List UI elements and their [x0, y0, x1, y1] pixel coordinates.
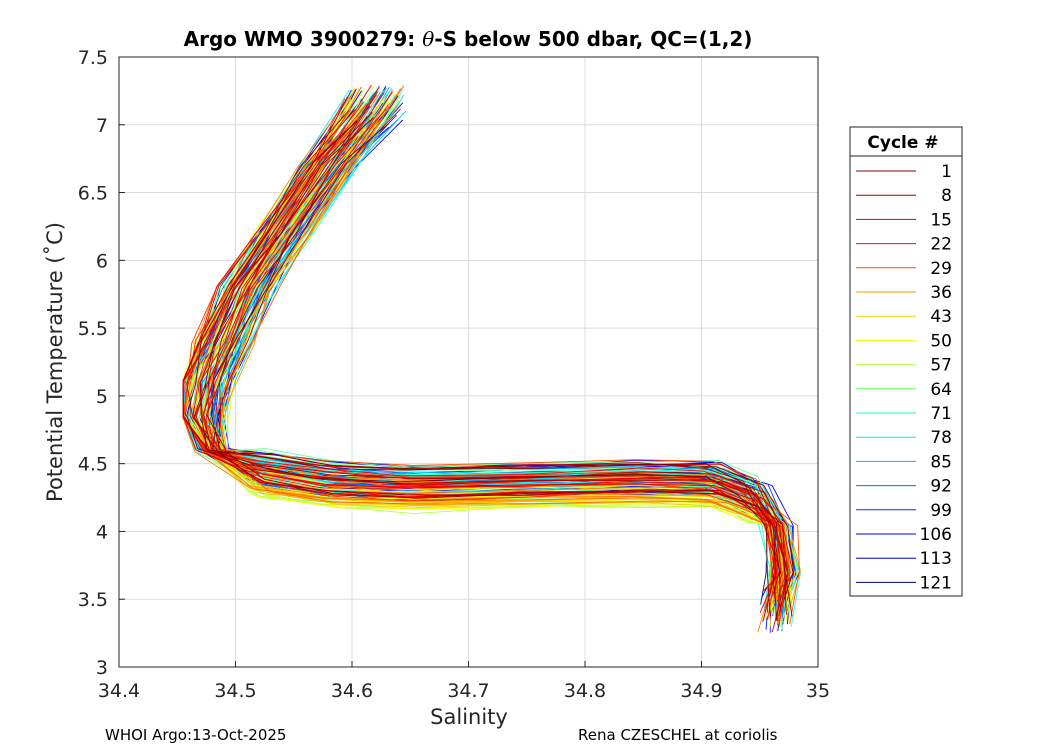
- profile-line-cycle-110: [195, 116, 780, 597]
- legend-label-1: 1: [941, 162, 952, 182]
- legend-label-85: 85: [930, 452, 952, 472]
- profile-line-cycle-120: [211, 123, 794, 600]
- x-tick-label: 34.6: [331, 680, 373, 702]
- y-tick-label: 4: [96, 521, 108, 543]
- legend-label-29: 29: [930, 259, 952, 279]
- y-tick-label: 7: [96, 115, 108, 137]
- y-tick-label: 3.5: [78, 589, 108, 611]
- legend-label-113: 113: [920, 549, 952, 569]
- legend-label-106: 106: [920, 525, 952, 545]
- y-tick-label: 5: [96, 386, 108, 408]
- chart-title: Argo WMO 3900279: θ-S below 500 dbar, QC…: [184, 27, 753, 51]
- plot-frame: [118, 56, 819, 668]
- legend-label-50: 50: [930, 331, 952, 351]
- profile-line-cycle-75: [182, 86, 777, 627]
- y-tick-labels: 3 3.5 4 4.5 5 5.5 6 6.5 7 7.5: [78, 47, 108, 679]
- profile-line-cycle-121: [186, 120, 771, 617]
- legend-label-57: 57: [930, 356, 952, 376]
- legend-label-8: 8: [941, 186, 952, 206]
- y-tick-label: 6: [96, 250, 108, 272]
- profile-line-cycle-117: [206, 91, 793, 617]
- profile-line-cycle-119: [200, 117, 778, 622]
- y-tick-label: 5.5: [78, 318, 108, 340]
- legend-title: Cycle #: [867, 133, 938, 153]
- y-tick-label: 4.5: [78, 454, 108, 476]
- y-axis-label: Potential Temperature (˚C): [43, 222, 67, 502]
- legend: Cycle # 18152229364350576471788592991061…: [849, 126, 963, 597]
- legend-label-99: 99: [930, 501, 952, 521]
- legend-label-64: 64: [930, 380, 952, 400]
- profile-line-cycle-51: [227, 88, 801, 627]
- profile-line-cycle-93: [183, 89, 784, 625]
- legend-label-78: 78: [930, 428, 952, 448]
- plot-axes: 34.4 34.5 34.6 34.7 34.8 34.9 35 3 3.5 4 4.5 5 5.5 6…: [78, 47, 830, 702]
- x-tick-label: 35: [806, 680, 830, 702]
- x-tick-labels: 34.4 34.5 34.6 34.7 34.8 34.9 35: [98, 680, 830, 702]
- legend-label-36: 36: [930, 283, 952, 303]
- legend-items: 1 8 15 22 29 36 43 50 57 64 71 78 85 92 99 106 113 121: [856, 162, 952, 593]
- legend-label-92: 92: [930, 477, 952, 497]
- x-axis-label: Salinity: [430, 705, 508, 729]
- profile-line-cycle-31: [219, 119, 787, 632]
- x-tick-label: 34.4: [98, 680, 140, 702]
- profile-line-cycle-101: [193, 103, 791, 601]
- legend-label-121: 121: [920, 573, 952, 593]
- title-suffix: -S below 500 dbar, QC=(1,2): [434, 27, 752, 51]
- profile-line-cycle-118: [193, 112, 781, 612]
- x-tick-label: 34.9: [680, 680, 722, 702]
- footer-right: Rena CZESCHEL at coriolis: [578, 726, 778, 744]
- profile-line-cycle-111: [217, 91, 794, 589]
- profile-line-cycle-116: [211, 108, 787, 615]
- legend-label-15: 15: [930, 210, 952, 230]
- legend-box: [849, 126, 963, 597]
- profile-line-cycle-112: [203, 86, 789, 633]
- profiles-group: [182, 85, 801, 633]
- y-tick-label: 7.5: [78, 47, 108, 69]
- footer-left: WHOI Argo:13-Oct-2025: [105, 726, 286, 744]
- title-prefix: Argo WMO 3900279:: [184, 27, 423, 51]
- legend-label-22: 22: [930, 235, 952, 255]
- profile-line-cycle-115: [182, 110, 777, 623]
- x-tick-label: 34.5: [214, 680, 256, 702]
- y-tick-label: 6.5: [78, 183, 108, 205]
- y-tick-label: 3: [96, 657, 108, 679]
- x-tick-label: 34.7: [447, 680, 489, 702]
- x-tick-label: 34.8: [564, 680, 606, 702]
- title-theta-symbol: θ: [422, 27, 434, 51]
- legend-label-43: 43: [930, 307, 952, 327]
- legend-label-71: 71: [930, 404, 952, 424]
